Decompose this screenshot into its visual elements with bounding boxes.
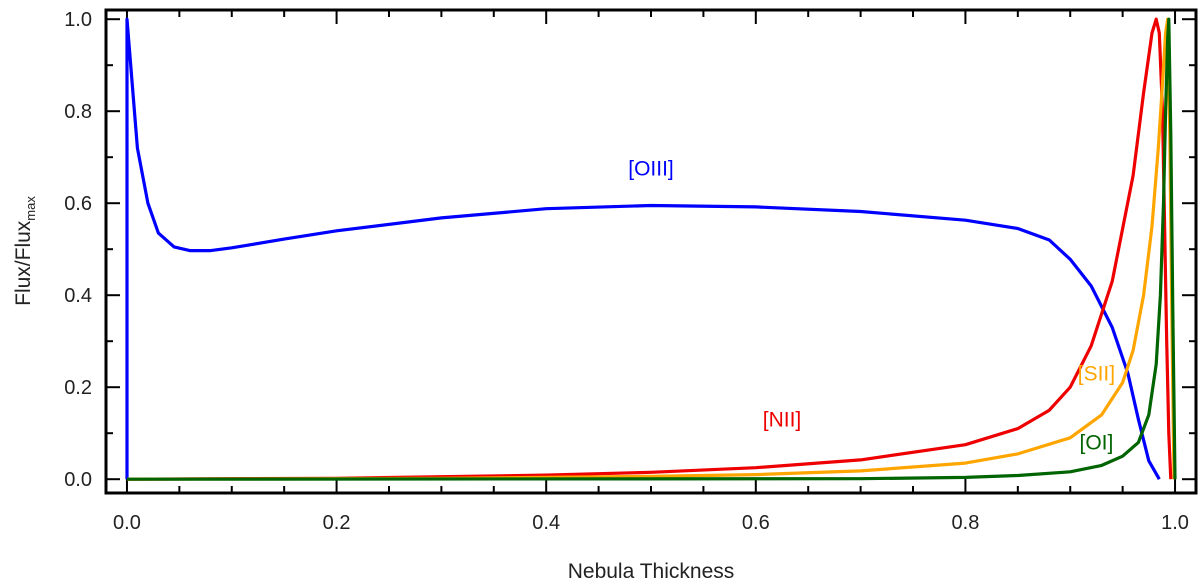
x-axis-label: Nebula Thickness [568, 560, 735, 583]
x-tick-label: 0.4 [532, 512, 560, 534]
axis-ticks [106, 10, 1196, 493]
y-tick-label: 0.4 [64, 285, 92, 307]
y-axis-label: Flux/Fluxmax [12, 196, 38, 306]
y-tick-label: 0.2 [64, 377, 92, 399]
series-label-oi: [OI] [1080, 431, 1114, 454]
x-tick-label: 0.8 [952, 512, 980, 534]
series-line-oiii [125, 17, 1161, 480]
y-tick-label: 0.6 [64, 193, 92, 215]
y-axis-label-base: Flux/Flux [12, 220, 35, 306]
tick-labels: 0.0 0.2 0.4 0.6 0.8 1.0 0.0 0.2 0.4 0.6 0.8 1.0 [64, 9, 1189, 534]
series-label-sii: [SII] [1078, 362, 1115, 385]
series-line-sii [126, 17, 1176, 481]
x-tick-label: 0.6 [742, 512, 770, 534]
y-tick-label: 0.0 [64, 469, 92, 491]
series-label-nii: [NII] [763, 408, 802, 431]
x-tick-label: 1.0 [1161, 512, 1189, 534]
x-tick-label: 0.0 [113, 512, 141, 534]
series-label-oiii: [OIII] [628, 158, 674, 181]
y-tick-label: 1.0 [64, 9, 92, 31]
y-tick-label: 0.8 [64, 101, 92, 123]
y-axis-label-subscript: max [23, 196, 38, 221]
series-line-nii [126, 17, 1173, 481]
series-lines [125, 17, 1177, 481]
series-labels: [OIII] [NII] [SII] [OI] [628, 158, 1115, 455]
x-tick-label: 0.2 [323, 512, 351, 534]
series-line-oi [126, 17, 1177, 481]
